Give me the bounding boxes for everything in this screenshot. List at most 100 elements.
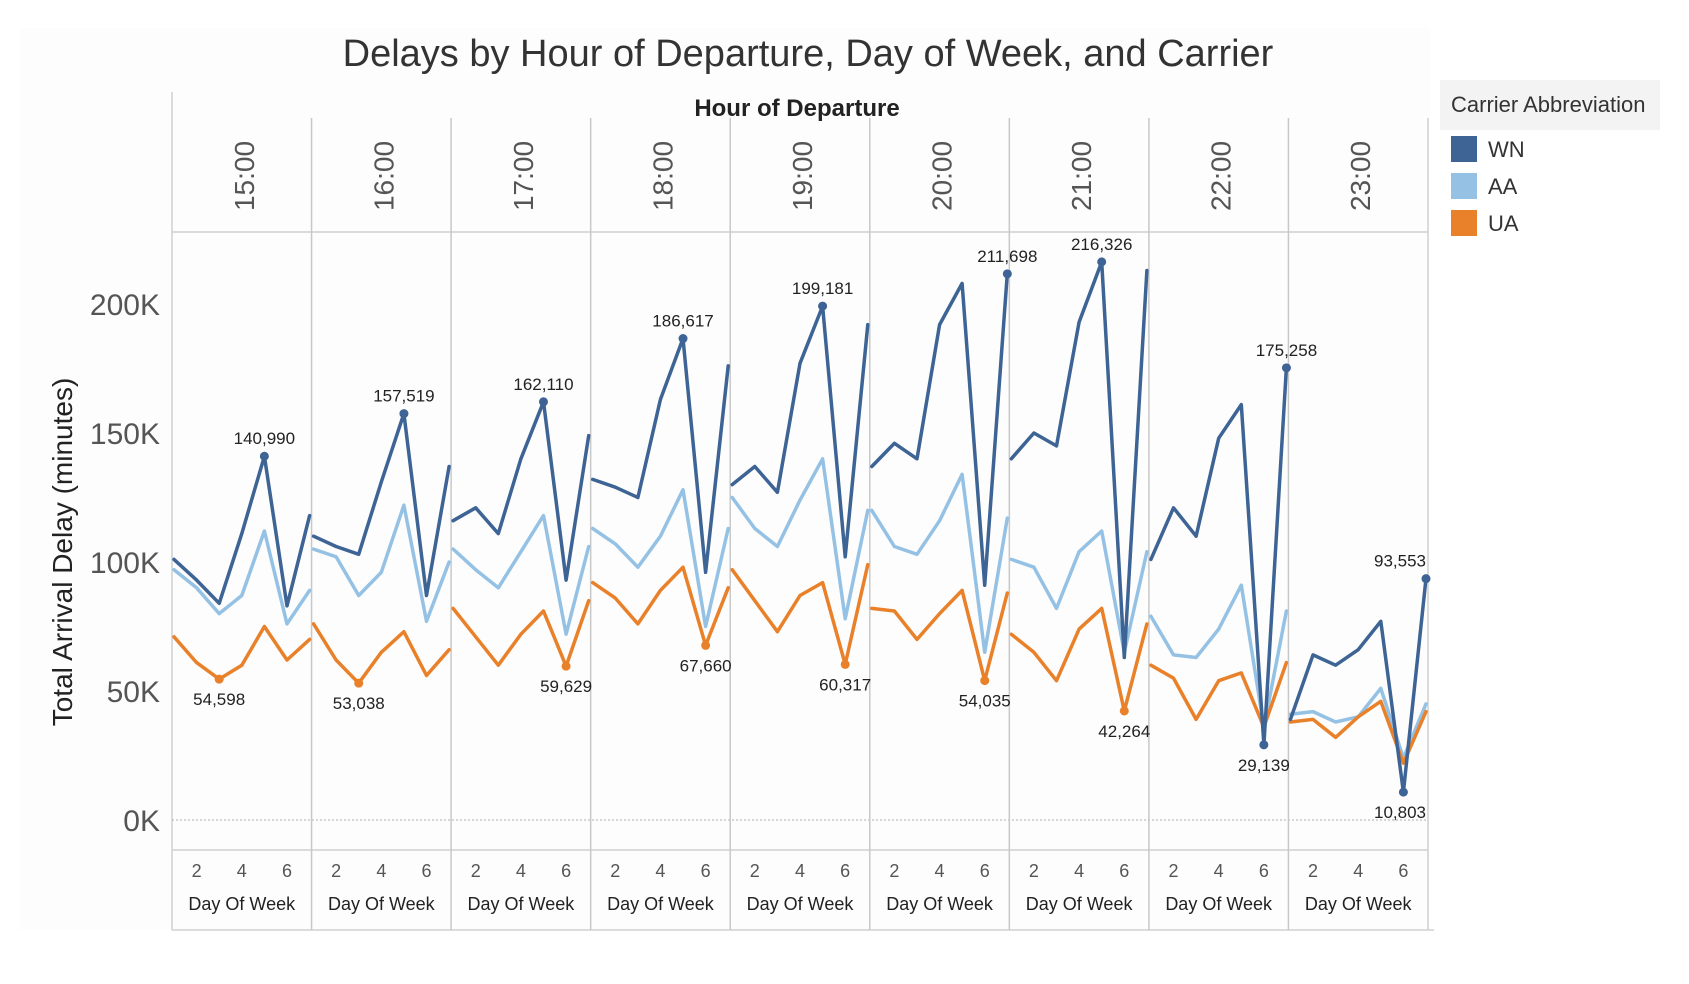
hour-header-label: 23:00 bbox=[1345, 141, 1376, 211]
legend-title: Carrier Abbreviation bbox=[1451, 92, 1645, 117]
data-point-wn bbox=[1002, 269, 1012, 279]
data-label-wn: 162,110 bbox=[513, 375, 573, 394]
x-tick-label: 4 bbox=[376, 861, 386, 881]
data-label-ua: 59,629 bbox=[540, 677, 592, 696]
x-tick-label: 4 bbox=[516, 861, 526, 881]
data-point-wn bbox=[538, 397, 548, 407]
legend-swatch-ua bbox=[1451, 210, 1477, 236]
data-point-wn bbox=[1281, 363, 1291, 373]
hour-header-label: 22:00 bbox=[1206, 141, 1237, 211]
data-point-ua bbox=[840, 659, 850, 669]
series-line-wn bbox=[590, 336, 730, 575]
y-tick-label: 100K bbox=[90, 547, 160, 580]
series-line-wn bbox=[1009, 260, 1149, 660]
data-label-ua: 42,264 bbox=[1098, 722, 1150, 741]
x-axis-label: Day Of Week bbox=[328, 894, 436, 914]
data-label-wn-min: 10,803 bbox=[1374, 803, 1426, 822]
hour-header-label: 21:00 bbox=[1066, 141, 1097, 211]
hour-header-label: 20:00 bbox=[927, 141, 958, 211]
data-point-ua bbox=[561, 661, 571, 671]
data-point-wn bbox=[399, 409, 409, 419]
panel-1500: 15:00 2 4 6 Day Of Week 54,598 140,990 bbox=[172, 141, 312, 914]
data-label-wn: 216,326 bbox=[1071, 235, 1132, 254]
x-tick-label: 2 bbox=[1168, 861, 1178, 881]
x-tick-label: 4 bbox=[1353, 861, 1363, 881]
x-tick-label: 4 bbox=[935, 861, 945, 881]
series-line-ua bbox=[311, 622, 451, 685]
x-tick-label: 2 bbox=[1029, 861, 1039, 881]
legend-swatch-wn bbox=[1451, 136, 1477, 162]
data-label-ua: 53,038 bbox=[333, 694, 385, 713]
axes-layer: 0K 50K 100K 150K 200K bbox=[90, 92, 1434, 931]
x-tick-label: 6 bbox=[422, 861, 432, 881]
chart-background bbox=[20, 28, 1430, 930]
series-line-aa bbox=[590, 488, 730, 629]
x-tick-label: 4 bbox=[795, 861, 805, 881]
data-point-ua bbox=[1119, 706, 1129, 716]
legend: Carrier Abbreviation WN AA UA bbox=[1440, 80, 1660, 236]
x-tick-label: 6 bbox=[1259, 861, 1269, 881]
data-label-wn: 186,617 bbox=[652, 312, 713, 331]
data-label-wn: 93,553 bbox=[1374, 552, 1426, 571]
x-tick-label: 2 bbox=[610, 861, 620, 881]
data-point-ua bbox=[214, 674, 224, 684]
data-label-wn: 211,698 bbox=[977, 247, 1037, 266]
x-tick-label: 2 bbox=[192, 861, 202, 881]
x-tick-label: 4 bbox=[1214, 861, 1224, 881]
y-tick-label: 50K bbox=[107, 676, 160, 709]
series-line-wn bbox=[730, 304, 870, 559]
data-label-ua: 54,598 bbox=[193, 690, 245, 709]
series-line-aa bbox=[870, 472, 1010, 655]
x-tick-label: 2 bbox=[889, 861, 899, 881]
x-axis-label: Day Of Week bbox=[1165, 894, 1273, 914]
series-line-aa bbox=[451, 513, 591, 636]
data-point-ua bbox=[701, 640, 711, 650]
legend-label-wn: WN bbox=[1488, 137, 1525, 162]
series-line-ua bbox=[172, 624, 312, 681]
data-label-wn: 157,519 bbox=[373, 387, 434, 406]
series-line-wn bbox=[451, 400, 591, 582]
chart-title: Delays by Hour of Departure, Day of Week… bbox=[343, 33, 1274, 75]
hour-header-label: 17:00 bbox=[508, 141, 539, 211]
x-tick-label: 4 bbox=[237, 861, 247, 881]
x-axis-label: Day Of Week bbox=[607, 894, 715, 914]
data-point-wn bbox=[818, 301, 828, 311]
x-tick-label: 6 bbox=[1119, 861, 1129, 881]
data-point-wn-min bbox=[1398, 787, 1408, 797]
hour-header-label: 16:00 bbox=[368, 141, 399, 211]
panel-2000: 20:00 2 4 6 Day Of Week 54,035 211,698 bbox=[870, 141, 1037, 914]
x-axis-label: Day Of Week bbox=[468, 894, 576, 914]
legend-swatch-aa bbox=[1451, 173, 1477, 199]
x-tick-label: 6 bbox=[701, 861, 711, 881]
y-tick-label: 0K bbox=[123, 805, 160, 838]
data-label-wn: 140,990 bbox=[234, 429, 295, 448]
x-axis-label: Day Of Week bbox=[1026, 894, 1134, 914]
series-line-ua bbox=[1288, 699, 1428, 765]
panels-layer: 15:00 2 4 6 Day Of Week 54,598 140,990 16:00 2 4 6… bbox=[172, 141, 1431, 914]
y-tick-label: 200K bbox=[90, 289, 160, 322]
x-tick-label: 6 bbox=[840, 861, 850, 881]
legend-label-aa: AA bbox=[1488, 174, 1518, 199]
panel-1800: 18:00 2 4 6 Day Of Week 67,660 186,617 bbox=[590, 141, 732, 914]
x-tick-label: 2 bbox=[750, 861, 760, 881]
data-label-ua: 54,035 bbox=[959, 692, 1011, 711]
hour-header-label: 19:00 bbox=[787, 141, 818, 211]
hour-header-label: 18:00 bbox=[647, 141, 678, 211]
data-point-wn bbox=[1421, 574, 1431, 584]
series-line-aa bbox=[172, 529, 312, 626]
data-point-wn bbox=[259, 451, 269, 461]
data-label-wn: 175,258 bbox=[1256, 341, 1317, 360]
series-line-aa bbox=[311, 503, 451, 624]
legend-items: WN AA UA bbox=[1451, 136, 1525, 236]
y-tick-label: 150K bbox=[90, 418, 160, 451]
data-point-wn bbox=[678, 334, 688, 344]
x-tick-label: 4 bbox=[655, 861, 665, 881]
data-label-wn-min: 29,139 bbox=[1238, 756, 1290, 775]
x-tick-label: 2 bbox=[471, 861, 481, 881]
panel-1900: 19:00 2 4 6 Day Of Week 60,317 199,181 bbox=[730, 141, 871, 914]
legend-background bbox=[1440, 80, 1660, 130]
x-tick-label: 2 bbox=[1308, 861, 1318, 881]
x-axis-label: Day Of Week bbox=[188, 894, 296, 914]
x-axis-label: Day Of Week bbox=[886, 894, 994, 914]
